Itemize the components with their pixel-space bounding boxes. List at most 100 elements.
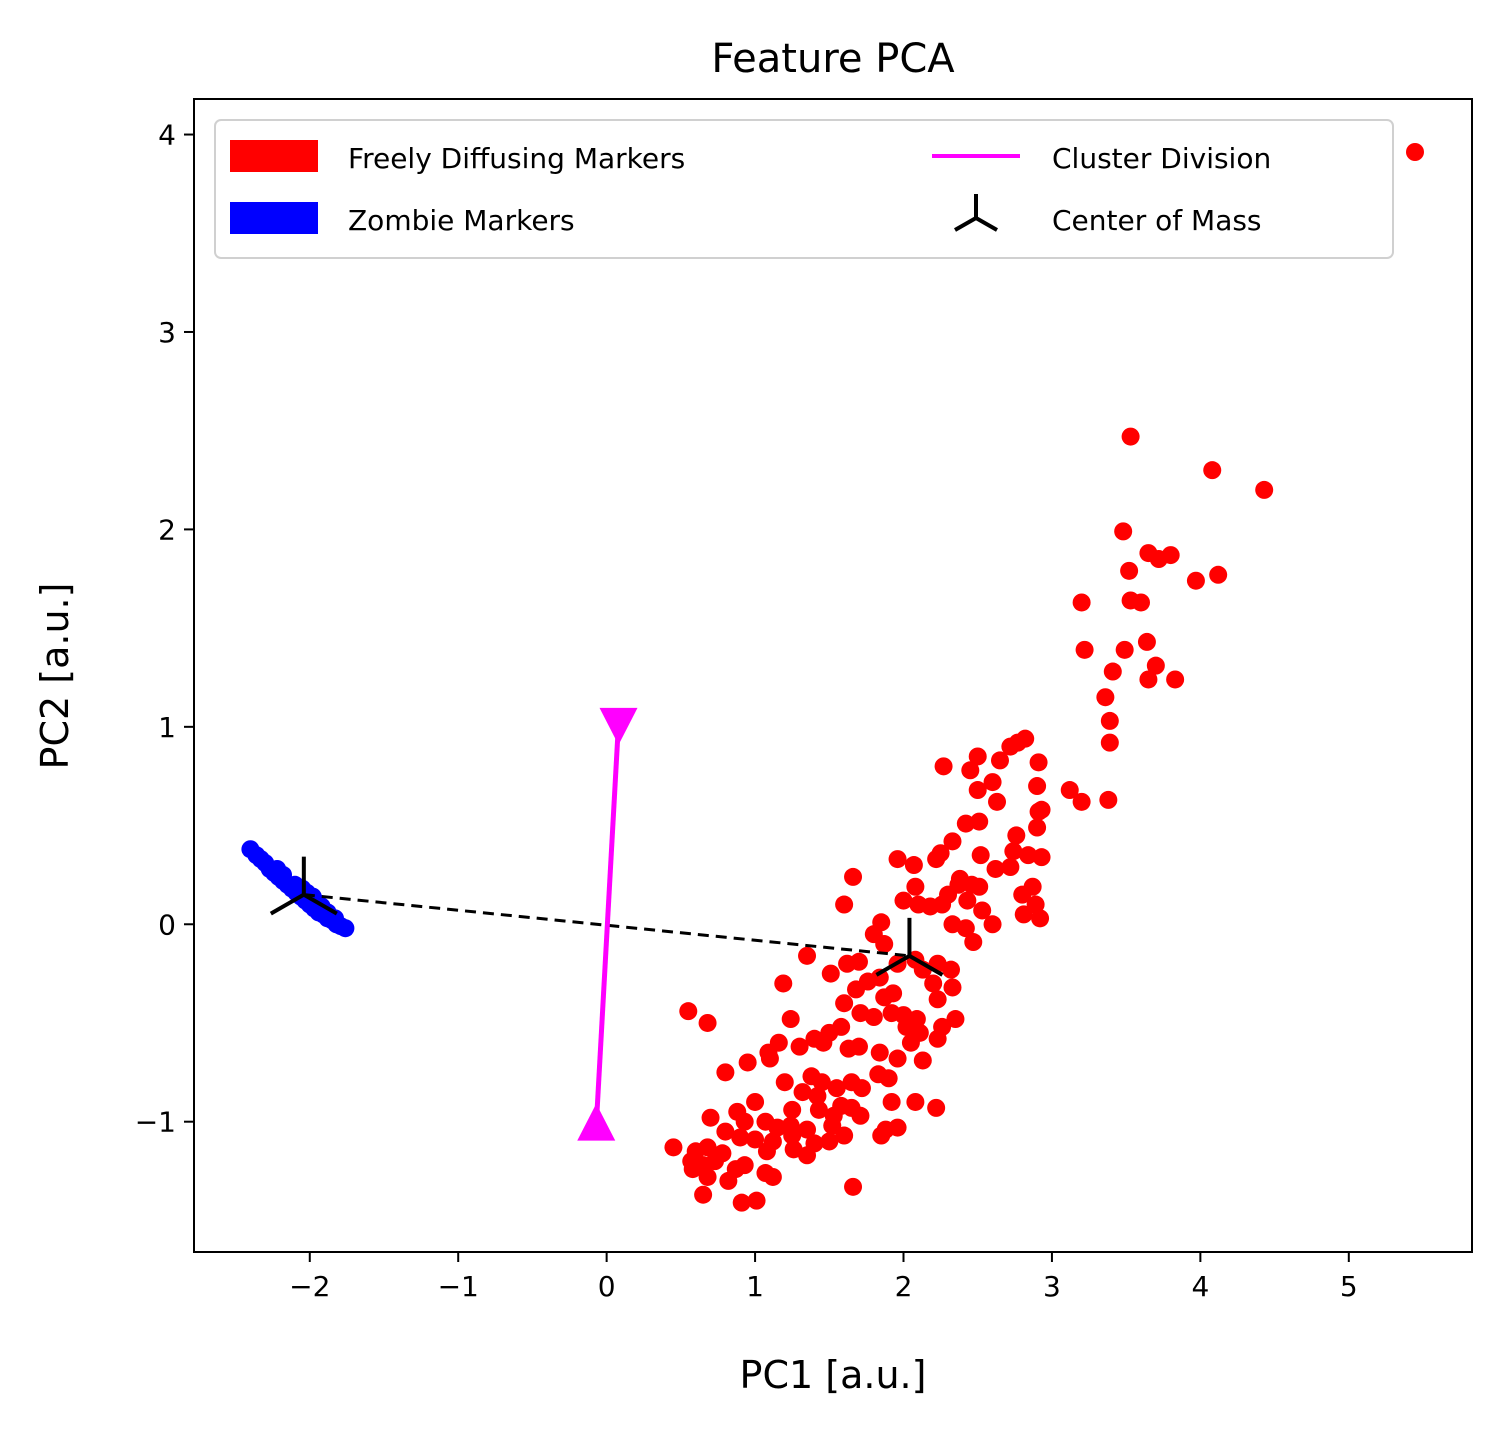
y-tick-label: 1 [158, 711, 176, 744]
data-point [719, 1171, 738, 1190]
data-point [679, 1002, 698, 1021]
data-point [757, 1142, 776, 1161]
plot-frame [194, 99, 1472, 1252]
data-point [968, 747, 987, 766]
data-point [783, 1126, 802, 1145]
data-point [956, 814, 975, 833]
data-point [888, 1118, 907, 1137]
data-point [1031, 909, 1050, 928]
x-tick-label: 5 [1340, 1270, 1358, 1303]
data-point [882, 1092, 901, 1111]
data-point [705, 1152, 724, 1171]
data-point [1100, 733, 1119, 752]
data-point [783, 1100, 802, 1119]
data-point [716, 1063, 735, 1082]
data-point [1099, 790, 1118, 809]
data-point [1032, 800, 1051, 819]
y-tick-label: −1 [135, 1106, 176, 1139]
data-point [1075, 640, 1094, 659]
data-point [884, 984, 903, 1003]
legend-label-cluster-division: Cluster Division [1052, 142, 1271, 175]
data-point [1120, 561, 1139, 580]
data-point [746, 1092, 765, 1111]
data-point [746, 1130, 765, 1149]
cluster-division-end-marker [599, 707, 638, 745]
data-point [852, 1079, 871, 1098]
data-point [927, 1098, 946, 1117]
center-of-mass-marker [875, 917, 944, 977]
data-point [888, 850, 907, 869]
data-point [888, 1049, 907, 1068]
data-point [821, 964, 840, 983]
data-point [934, 757, 953, 776]
data-point [731, 1128, 750, 1147]
data-point [738, 1053, 757, 1072]
data-point [894, 891, 913, 910]
data-point [870, 1043, 889, 1062]
y-tick-label: 4 [158, 119, 176, 152]
data-point [970, 877, 989, 896]
data-point [927, 850, 946, 869]
series-freely-diffusing-markers [664, 427, 1274, 1212]
data-point [1115, 640, 1134, 659]
y-axis: −1 0 1 2 3 4 [135, 119, 194, 1139]
data-point [1146, 656, 1165, 675]
data-point [798, 946, 817, 965]
cluster-division-start-marker [577, 1103, 616, 1141]
y-tick-label: 3 [158, 316, 176, 349]
x-tick-label: −2 [289, 1270, 330, 1303]
plot-area [193, 98, 1473, 1253]
data-point [1028, 777, 1047, 796]
data-point [904, 856, 923, 875]
data-point [1139, 670, 1158, 689]
data-point [1072, 792, 1091, 811]
stray-legend-marker [1406, 143, 1424, 161]
data-point [694, 1185, 713, 1204]
data-point [835, 895, 854, 914]
data-point [964, 933, 983, 952]
data-point [835, 994, 854, 1013]
data-point [943, 832, 962, 851]
data-point [1255, 480, 1274, 499]
data-point [1029, 753, 1048, 772]
data-point [793, 1083, 812, 1102]
data-point [1019, 846, 1038, 865]
data-point [1103, 662, 1122, 681]
data-point [790, 1037, 809, 1056]
data-point [879, 1069, 898, 1088]
data-point [798, 1120, 817, 1139]
data-point [1026, 895, 1045, 914]
data-point [864, 1008, 883, 1027]
data-point [1060, 781, 1079, 800]
data-point [768, 1118, 787, 1137]
data-point [781, 1010, 800, 1029]
data-point [664, 1138, 683, 1157]
x-axis-title: PC1 [a.u.] [740, 1353, 927, 1397]
data-point [849, 952, 868, 971]
data-point [928, 990, 947, 1009]
plot-border [193, 98, 1473, 1253]
data-point [906, 1092, 925, 1111]
x-tick-label: 3 [1043, 1270, 1061, 1303]
data-point [274, 865, 293, 884]
data-point [1001, 737, 1020, 756]
data-point [683, 1160, 702, 1179]
data-point [921, 897, 940, 916]
data-point [1001, 858, 1020, 877]
data-point [1209, 565, 1228, 584]
data-point [1137, 632, 1156, 651]
data-point [827, 1079, 846, 1098]
data-point [732, 1193, 751, 1212]
x-tick-label: 4 [1191, 1270, 1209, 1303]
data-point [946, 1010, 965, 1029]
data-point [971, 846, 990, 865]
x-tick-label: 1 [746, 1270, 764, 1303]
data-point [1114, 522, 1133, 541]
cluster-division-line [593, 722, 622, 1126]
data-point [986, 859, 1005, 878]
data-point [1100, 711, 1119, 730]
data-point [809, 1100, 828, 1119]
data-point [983, 773, 1002, 792]
data-point [823, 1116, 842, 1135]
